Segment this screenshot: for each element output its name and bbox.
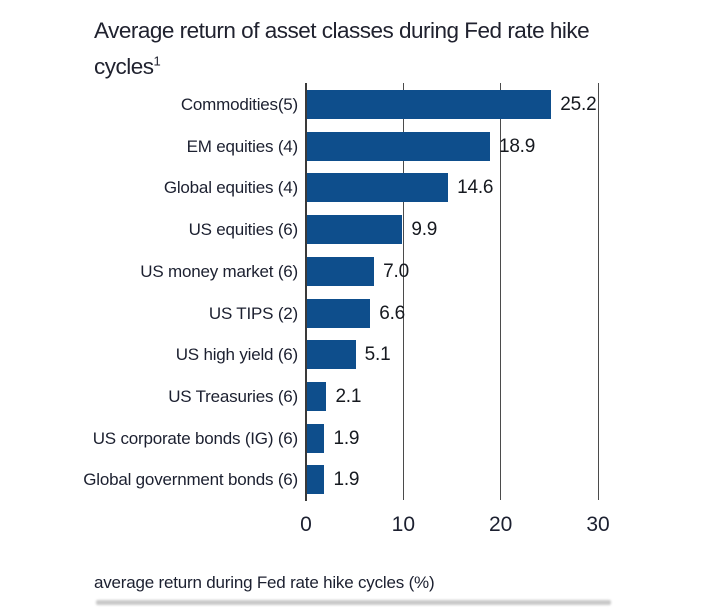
gridline-20 (500, 83, 502, 500)
bar (306, 340, 356, 370)
value-label: 9.9 (411, 219, 438, 241)
bar (306, 298, 371, 328)
category-label: US money market (6) (140, 261, 298, 281)
category-label: US equities (6) (188, 220, 299, 240)
value-label: 25.2 (560, 94, 597, 115)
gridline-30 (597, 83, 599, 500)
bar (306, 465, 325, 495)
chart-title-line2: cycles (94, 54, 154, 79)
value-label: 5.1 (364, 344, 391, 366)
category-label: US TIPS (2) (208, 303, 298, 323)
value-label: 1.9 (333, 469, 360, 491)
cropped-text-remnant (96, 600, 611, 605)
x-tick-label-30: 30 (586, 513, 610, 536)
x-tick-label-10: 10 (391, 513, 415, 536)
bar (306, 173, 449, 203)
value-label: 2.1 (335, 385, 362, 407)
chart-title-footnote-marker: 1 (153, 53, 161, 69)
value-label: 18.9 (498, 135, 536, 157)
value-label: 7.0 (383, 260, 409, 282)
bar (306, 90, 552, 119)
x-tick-label-20: 20 (488, 513, 513, 536)
x-axis-caption: average return during Fed rate hike cycl… (94, 573, 435, 592)
category-label: EM equities (4) (186, 136, 299, 156)
category-label: Commodities(5) (180, 95, 298, 114)
value-label: 14.6 (457, 177, 494, 199)
bar (306, 423, 325, 453)
category-label: Global government bonds (6) (83, 470, 298, 490)
bar (306, 256, 375, 286)
value-label: 6.6 (379, 302, 406, 324)
bar (306, 215, 403, 245)
bar (306, 131, 490, 161)
bar (306, 381, 327, 411)
category-label: Global equities (4) (163, 178, 298, 198)
category-label: US high yield (6) (175, 345, 298, 365)
chart-title-line1: Average return of asset classes during F… (94, 18, 590, 43)
value-label: 1.9 (333, 427, 360, 449)
category-label: US corporate bonds (IG) (6) (92, 428, 298, 448)
y-axis-line (305, 83, 307, 501)
gridline-10 (402, 83, 404, 500)
chart-title: Average return of asset classes during F… (94, 13, 654, 85)
x-tick-label-0: 0 (300, 513, 312, 536)
category-label: US Treasuries (6) (168, 386, 298, 406)
